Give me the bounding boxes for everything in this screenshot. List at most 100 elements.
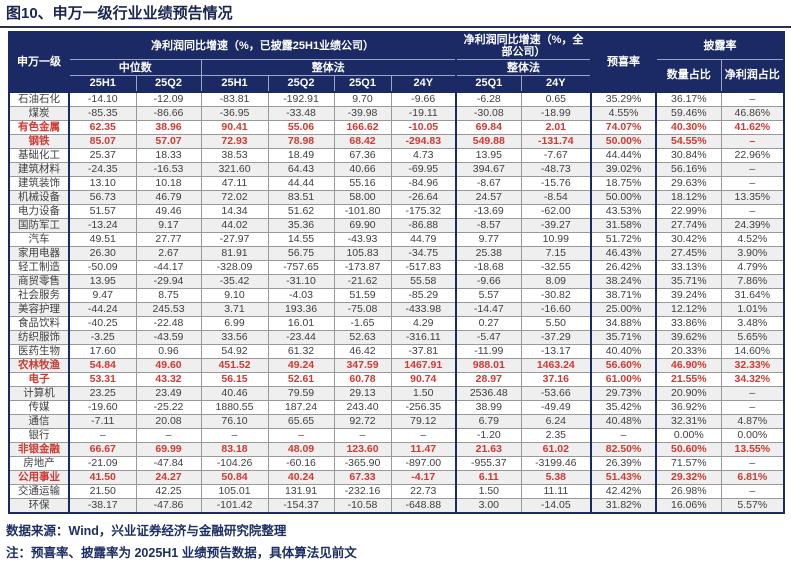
col-header-overall-all: 整体法 (455, 59, 592, 76)
table-row: 非银金融 66.67 69.99 83.18 48.09 123.60 11.47 21.63… (8, 441, 785, 457)
table-cell: -13.69 (455, 203, 522, 219)
table-cell: 13.95 (68, 273, 137, 289)
col-header-25q2-median: 25Q2 (135, 75, 202, 92)
industry-name: 电力设备 (8, 203, 70, 219)
table-cell: 9.47 (68, 287, 137, 303)
industry-name: 建筑装饰 (8, 175, 70, 191)
table-cell: -11.99 (455, 343, 522, 359)
table-cell: 23.25 (68, 385, 137, 401)
table-row: 农林牧渔 54.84 49.60 451.52 49.24 347.59 1467.91 98… (8, 357, 785, 373)
table-cell: 40.48% (590, 413, 657, 429)
table-cell: 51.57 (68, 203, 137, 219)
table-cell: 4.87% (720, 413, 785, 429)
industry-name: 机械设备 (8, 189, 70, 205)
table-cell: -38.17 (68, 497, 137, 513)
table-cell: -37.29 (520, 329, 592, 345)
table-cell: 24.27 (135, 469, 202, 485)
table-cell: -40.25 (68, 315, 137, 331)
table-cell: -35.42 (200, 273, 269, 289)
table-cell: 26.98% (655, 483, 722, 499)
table-cell: – (720, 133, 785, 149)
table-cell: – (720, 203, 785, 219)
table-row: 家用电器 26.30 2.67 81.91 56.75 105.83 -34.75 25.38… (8, 245, 785, 261)
table-cell: -294.83 (390, 133, 457, 149)
industry-name: 社会服务 (8, 287, 70, 303)
table-cell: 51.59 (333, 287, 392, 303)
table-cell: -86.66 (135, 105, 202, 121)
industry-name: 商贸零售 (8, 273, 70, 289)
table-cell: -13.17 (520, 343, 592, 359)
table-cell: 5.57 (455, 287, 522, 303)
table-cell: 52.63 (333, 329, 392, 345)
table-row: 国防军工 -13.24 9.17 44.02 35.36 69.90 -86.88 -8.57… (8, 217, 785, 233)
table-row: 计算机 23.25 23.49 40.46 79.59 29.13 1.50 2536.48-… (8, 385, 785, 401)
table-cell: 44.44% (590, 147, 657, 163)
table-cell: 451.52 (200, 357, 269, 373)
table-cell: -36.95 (200, 105, 269, 121)
table-cell: 20.90% (655, 385, 722, 401)
table-cell: -84.96 (390, 175, 457, 191)
table-cell: 3.48% (720, 315, 785, 331)
table-cell: -32.55 (520, 259, 592, 275)
table-cell: 5.50 (520, 315, 592, 331)
table-cell: 33.56 (200, 329, 269, 345)
table-cell: -7.67 (520, 147, 592, 163)
table-cell: 38.99 (455, 399, 522, 415)
table-cell: -44.17 (135, 259, 202, 275)
table-cell: 4.29 (390, 315, 457, 331)
table-cell: -7.11 (68, 413, 137, 429)
table-cell: 123.60 (333, 441, 392, 457)
table-cell: -365.90 (333, 455, 392, 471)
table-cell: 28.97 (455, 371, 522, 387)
table-cell: -18.68 (455, 259, 522, 275)
table-cell: 321.60 (200, 161, 269, 177)
table-row: 有色金属 62.35 38.96 90.41 55.06 166.62 -10.05 69.8… (8, 119, 785, 135)
table-cell: 6.24 (520, 413, 592, 429)
table-cell: 22.73 (390, 483, 457, 499)
industry-name: 农林牧渔 (8, 357, 70, 373)
table-cell: 17.60 (68, 343, 137, 359)
table-cell: -60.16 (267, 455, 335, 471)
table-cell: 243.40 (333, 399, 392, 415)
table-cell: 18.75% (590, 175, 657, 191)
table-cell: 35.71% (655, 273, 722, 289)
industry-name: 通信 (8, 413, 70, 429)
table-cell: -34.75 (390, 245, 457, 261)
table-cell: – (720, 161, 785, 177)
table-cell: – (720, 483, 785, 499)
table-cell: 20.08 (135, 413, 202, 429)
industry-name: 国防军工 (8, 217, 70, 233)
table-cell: -328.09 (200, 259, 269, 275)
table-cell: 53.31 (68, 371, 137, 387)
table-cell: 1.50 (455, 483, 522, 499)
table-cell: 14.34 (200, 203, 269, 219)
table-cell: 34.88% (590, 315, 657, 331)
table-cell: -53.66 (520, 385, 592, 401)
table-cell: – (390, 427, 457, 443)
table-cell: -16.60 (520, 301, 592, 317)
table-cell: 4.52% (720, 231, 785, 247)
table-cell: – (200, 427, 269, 443)
table-cell: 85.07 (68, 133, 137, 149)
table-cell: -30.08 (455, 105, 522, 121)
table-cell: 51.62 (267, 203, 335, 219)
table-cell: 44.44 (267, 175, 335, 191)
table-cell: 0.00% (655, 427, 722, 443)
table-cell: 35.42% (590, 399, 657, 415)
table-cell: 25.38 (455, 245, 522, 261)
table-cell: 46.43% (590, 245, 657, 261)
table-cell: 38.96 (135, 119, 202, 135)
table-cell: 27.74% (655, 217, 722, 233)
col-header-25q1-overall: 25Q1 (333, 75, 392, 92)
table-cell: 29.63% (655, 175, 722, 191)
table-row: 公用事业 41.50 24.27 50.84 40.24 67.33 -4.17 6.11 5.… (8, 469, 785, 485)
table-cell: -4.03 (267, 287, 335, 303)
table-row: 建筑装饰 13.10 10.18 47.11 44.44 55.16 -84.96 -8.67… (8, 175, 785, 191)
table-cell: 14.55 (267, 231, 335, 247)
table-cell: 105.01 (200, 483, 269, 499)
table-cell: 27.45% (655, 245, 722, 261)
figure-title: 图10、申万一级行业业绩预告情况 (6, 5, 233, 22)
table-cell: -31.10 (267, 273, 335, 289)
table-cell: -26.64 (390, 189, 457, 205)
table-cell: 9.77 (455, 231, 522, 247)
